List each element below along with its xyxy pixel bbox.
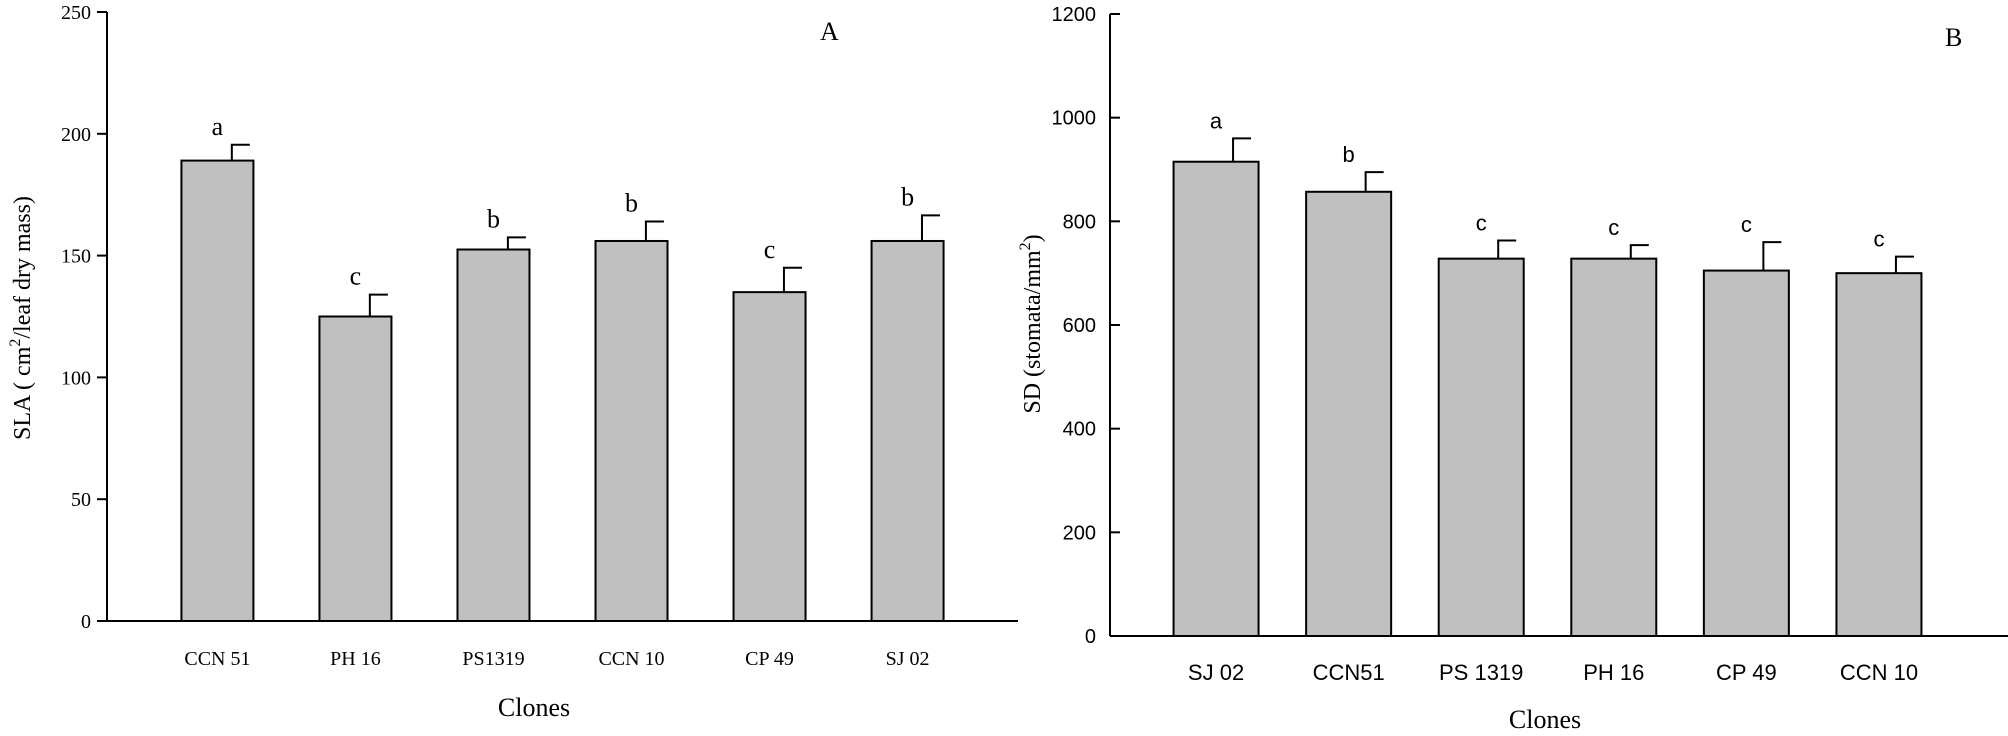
y-tick-label: 200: [1063, 522, 1096, 544]
x-tick-label: CCN 51: [184, 648, 250, 670]
panel-a-x-axis-title: Clones: [498, 693, 570, 722]
y-tick-label: 400: [1063, 419, 1096, 441]
y-tick-label: 1200: [1052, 4, 1097, 26]
bar: [594, 239, 669, 622]
x-tick-label: SJ 02: [1188, 660, 1244, 685]
bar: [1835, 272, 1923, 637]
y-tick-label: 250: [61, 2, 91, 24]
x-tick-label: CCN 10: [1840, 660, 1918, 685]
panel-a-y-axis-title-main: SLA ( cm: [10, 346, 36, 440]
significance-letter: c: [1476, 211, 1487, 236]
panel-b-axes: [1109, 13, 2008, 637]
x-tick-label: PH 16: [1583, 660, 1644, 685]
significance-letter: b: [625, 188, 638, 217]
significance-letter: b: [1343, 142, 1355, 167]
panel-a-y-axis-title: SLA ( cm2/leaf dry mass): [7, 196, 36, 440]
panel-a-significance-letters: a c b b c b: [212, 112, 914, 291]
y-tick-label: 50: [71, 489, 91, 511]
x-tick-label: SJ 02: [886, 648, 930, 670]
x-tick-label: PS 1319: [1439, 660, 1523, 685]
significance-letter: b: [901, 182, 914, 211]
significance-letter: c: [350, 262, 362, 291]
significance-letter: a: [1210, 108, 1223, 133]
panel-b-y-axis-title-tail: ): [1020, 234, 1046, 242]
panel-a-y-axis-title-sup: 2: [7, 339, 24, 347]
y-tick-label: 0: [81, 611, 91, 633]
panel-a-y-axis-title-tail: /leaf dry mass): [10, 196, 36, 339]
x-tick-label: CCN51: [1313, 660, 1385, 685]
bar: [732, 291, 807, 622]
panel-a-bars: [180, 159, 945, 622]
significance-letter: c: [764, 235, 776, 264]
x-tick-label: PH 16: [330, 648, 381, 670]
panel-a-y-tick-labels: 0 50 100 150 200 250: [61, 2, 91, 633]
significance-letter: c: [1873, 227, 1884, 252]
bar: [1702, 269, 1790, 637]
bar: [870, 239, 945, 622]
bar: [1437, 257, 1525, 637]
y-tick-label: 600: [1063, 315, 1096, 337]
panel-b-significance-letters: a b c c c c: [1210, 108, 1885, 251]
x-tick-label: CCN 10: [598, 648, 664, 670]
panel-a-label: A: [820, 17, 839, 46]
panel-a-x-tick-labels: CCN 51 PH 16 PS1319 CCN 10 CP 49 SJ 02: [184, 648, 929, 670]
y-tick-label: 800: [1063, 211, 1096, 233]
y-tick-label: 1000: [1052, 108, 1097, 130]
bar: [456, 248, 531, 622]
significance-letter: a: [212, 112, 224, 141]
bar: [318, 315, 393, 622]
y-tick-label: 150: [61, 246, 91, 268]
significance-letter: b: [487, 204, 500, 233]
significance-letter: c: [1608, 215, 1619, 240]
significance-letter: c: [1741, 212, 1752, 237]
y-tick-label: 200: [61, 124, 91, 146]
x-tick-label: CP 49: [1716, 660, 1777, 685]
bar: [180, 159, 255, 622]
y-tick-label: 0: [1085, 626, 1096, 648]
panel-b-x-tick-labels: SJ 02 CCN51 PS 1319 PH 16 CP 49 CCN 10: [1188, 660, 1918, 685]
panel-a-error-bars: [230, 143, 940, 317]
panel-b-y-axis-title-main: SD (stomata/mm: [1020, 250, 1046, 414]
panel-b-y-axis-title-sup: 2: [1017, 242, 1034, 250]
panel-b-label: B: [1945, 23, 1962, 52]
chart-panel-b: 0 200 400 600 800 1000 1200 SJ 02 CCN51 PS 1319 P…: [1017, 4, 2008, 734]
panel-a-axes: [97, 11, 1018, 622]
x-tick-label: PS1319: [462, 648, 524, 670]
panel-b-y-tick-labels: 0 200 400 600 800 1000 1200: [1052, 4, 1097, 648]
bar: [1172, 160, 1260, 637]
panel-b-bars: [1172, 160, 1923, 637]
y-tick-label: 100: [61, 367, 91, 389]
bar: [1305, 190, 1393, 637]
panel-b-x-axis-title: Clones: [1509, 705, 1581, 734]
panel-b-y-axis-title: SD (stomata/mm2): [1017, 234, 1046, 413]
bar: [1570, 257, 1658, 637]
panel-b-error-bars: [1232, 137, 1914, 274]
x-tick-label: CP 49: [745, 648, 794, 670]
